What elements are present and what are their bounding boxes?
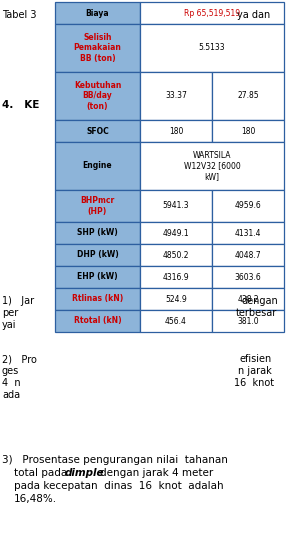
Bar: [212, 310, 284, 332]
Bar: [55, 72, 140, 120]
Bar: [55, 244, 140, 266]
Text: pada kecepatan  dinas  16  knot  adalah: pada kecepatan dinas 16 knot adalah: [14, 481, 224, 491]
Bar: [55, 310, 140, 332]
Bar: [140, 222, 212, 244]
Bar: [140, 72, 212, 120]
Text: 3603.6: 3603.6: [235, 272, 261, 282]
Text: 180: 180: [241, 126, 255, 136]
Text: 16,48%.: 16,48%.: [14, 494, 57, 504]
Text: Rtotal (kN): Rtotal (kN): [74, 317, 121, 325]
Bar: [140, 142, 284, 190]
Bar: [212, 72, 284, 120]
Text: 5941.3: 5941.3: [163, 201, 189, 211]
Bar: [140, 244, 212, 266]
Bar: [55, 222, 140, 244]
Bar: [212, 222, 284, 244]
Bar: [212, 244, 284, 266]
Text: Selisih
Pemakaian
BB (ton): Selisih Pemakaian BB (ton): [74, 33, 122, 63]
Text: 381.0: 381.0: [237, 317, 259, 325]
Text: 33.37: 33.37: [165, 91, 187, 101]
Bar: [140, 266, 212, 288]
Text: 180: 180: [169, 126, 183, 136]
Text: 27.85: 27.85: [237, 91, 259, 101]
Bar: [212, 266, 284, 288]
Text: ya dan: ya dan: [237, 10, 270, 20]
Text: EHP (kW): EHP (kW): [77, 272, 118, 282]
Text: Kebutuhan
BB/day
(ton): Kebutuhan BB/day (ton): [74, 81, 121, 111]
Text: dengan jarak 4 meter: dengan jarak 4 meter: [100, 468, 213, 478]
Bar: [212, 288, 284, 310]
Text: 2)   Pro: 2) Pro: [2, 354, 37, 364]
Text: yai: yai: [2, 320, 16, 330]
Text: 438.2: 438.2: [237, 294, 259, 304]
Text: total pada: total pada: [14, 468, 67, 478]
Bar: [212, 190, 284, 222]
Text: 4131.4: 4131.4: [235, 229, 261, 237]
Text: 4.   KE: 4. KE: [2, 100, 39, 110]
Text: Biaya: Biaya: [86, 9, 109, 18]
Bar: [140, 310, 212, 332]
Text: 16  knot: 16 knot: [234, 378, 274, 388]
Text: Tabel 3: Tabel 3: [2, 10, 36, 20]
Bar: [140, 288, 212, 310]
Text: ada: ada: [2, 390, 20, 400]
Text: 4949.1: 4949.1: [163, 229, 189, 237]
Text: Rp 65,519,519: Rp 65,519,519: [184, 9, 240, 18]
Text: 524.9: 524.9: [165, 294, 187, 304]
Bar: [140, 2, 284, 24]
Text: per: per: [2, 308, 18, 318]
Text: DHP (kW): DHP (kW): [77, 251, 118, 259]
Text: 4316.9: 4316.9: [163, 272, 189, 282]
Text: Rtlinas (kN): Rtlinas (kN): [72, 294, 123, 304]
Text: BHPmcr
(HP): BHPmcr (HP): [80, 196, 115, 216]
Text: terbesar: terbesar: [236, 308, 277, 318]
Bar: [55, 266, 140, 288]
Bar: [55, 2, 140, 24]
Text: 456.4: 456.4: [165, 317, 187, 325]
Text: 4850.2: 4850.2: [163, 251, 189, 259]
Text: 3)   Prosentase pengurangan nilai  tahanan: 3) Prosentase pengurangan nilai tahanan: [2, 455, 228, 465]
Bar: [55, 24, 140, 72]
Text: SHP (kW): SHP (kW): [77, 229, 118, 237]
Text: WARTSILA
W12V32 [6000
kW]: WARTSILA W12V32 [6000 kW]: [184, 151, 240, 181]
Text: 5.5133: 5.5133: [199, 44, 225, 53]
Text: 4  n: 4 n: [2, 378, 21, 388]
Bar: [55, 142, 140, 190]
Text: 1)   Jar: 1) Jar: [2, 296, 34, 306]
Text: dimple: dimple: [65, 468, 105, 478]
Bar: [140, 190, 212, 222]
Text: n jarak: n jarak: [238, 366, 272, 376]
Text: dengan: dengan: [241, 296, 278, 306]
Text: ges: ges: [2, 366, 19, 376]
Bar: [55, 190, 140, 222]
Text: Engine: Engine: [83, 161, 112, 171]
Bar: [212, 120, 284, 142]
Bar: [140, 24, 284, 72]
Text: SFOC: SFOC: [86, 126, 109, 136]
Bar: [55, 288, 140, 310]
Bar: [140, 120, 212, 142]
Text: 4959.6: 4959.6: [235, 201, 261, 211]
Text: 4048.7: 4048.7: [235, 251, 261, 259]
Text: efisien: efisien: [240, 354, 272, 364]
Bar: [55, 120, 140, 142]
